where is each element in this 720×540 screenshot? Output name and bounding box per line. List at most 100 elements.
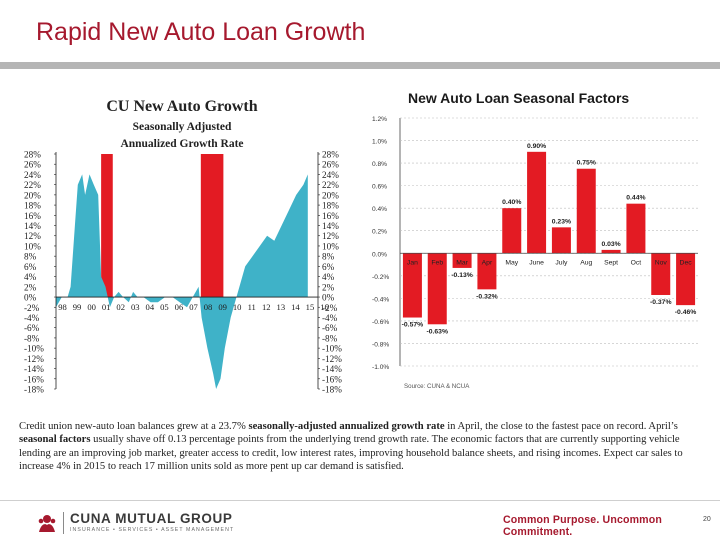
seasonal-data-label: -0.13%: [451, 272, 473, 279]
growth-area: [56, 174, 308, 389]
x-tick-label: 15: [306, 302, 315, 312]
left-y-tick-label: 6%: [24, 262, 37, 272]
right-y-tick-label: 18%: [322, 201, 339, 211]
body-bold-growth-rate: seasonally-adjusted annualized growth ra…: [248, 421, 445, 432]
seasonal-bar-dec: [676, 253, 696, 306]
x-tick-label: 10: [233, 302, 242, 312]
seasonal-x-tick-label: May: [505, 259, 518, 266]
right-y-tick-label: 4%: [322, 272, 335, 282]
x-tick-label: 07: [189, 302, 198, 312]
right-y-tick-label: 14%: [322, 221, 339, 231]
seasonal-y-tick-label: -0.6%: [372, 319, 389, 326]
seasonal-data-label: 0.03%: [601, 241, 620, 248]
right-y-tick-label: -2%: [322, 303, 338, 313]
right-y-tick-label: -18%: [322, 385, 342, 395]
seasonal-data-label: -0.57%: [402, 322, 424, 329]
page-number: 20: [703, 516, 711, 523]
right-y-tick-label: 24%: [322, 170, 339, 180]
seasonal-bar-apr: [477, 253, 497, 290]
right-y-tick-label: 10%: [322, 241, 339, 251]
seasonal-data-label: -0.32%: [476, 293, 498, 300]
left-y-tick-label: 20%: [24, 190, 41, 200]
left-y-tick-label: -8%: [24, 333, 40, 343]
seasonal-y-tick-label: 0.6%: [372, 184, 387, 191]
right-y-tick-label: -10%: [322, 344, 342, 354]
seasonal-bar-oct: [626, 203, 646, 254]
right-y-tick-label: 8%: [322, 252, 335, 262]
left-y-tick-label: 22%: [24, 180, 41, 190]
right-y-tick-label: -16%: [322, 374, 342, 384]
left-y-tick-label: 4%: [24, 272, 37, 282]
right-y-tick-label: 16%: [322, 211, 339, 221]
right-y-tick-label: 2%: [322, 282, 335, 292]
x-tick-label: 03: [131, 302, 140, 312]
seasonal-x-tick-label: June: [529, 259, 544, 266]
x-tick-label: 11: [248, 302, 256, 312]
right-y-tick-label: 26%: [322, 160, 339, 170]
logo-separator: [63, 512, 64, 534]
title-divider: [0, 62, 720, 69]
seasonal-y-tick-label: -0.8%: [372, 341, 389, 348]
seasonal-data-label: -0.46%: [675, 309, 697, 316]
seasonal-y-tick-label: -1.0%: [372, 364, 389, 371]
left-y-tick-label: 14%: [24, 221, 41, 231]
logo-text: CUNA MUTUAL GROUP INSURANCE • SERVICES •…: [70, 512, 234, 534]
logo-emblem-icon: [38, 515, 56, 532]
seasonal-x-tick-label: Jan: [407, 259, 418, 266]
x-tick-label: 00: [87, 302, 96, 312]
seasonal-data-label: 0.75%: [577, 160, 596, 167]
company-logo: CUNA MUTUAL GROUP INSURANCE • SERVICES •…: [36, 510, 234, 536]
seasonal-data-label: -0.63%: [426, 328, 448, 335]
recession-bar-2: [200, 154, 224, 298]
seasonal-y-tick-label: 0.8%: [372, 161, 387, 168]
left-y-tick-label: 10%: [24, 241, 41, 251]
right-y-tick-label: -6%: [322, 323, 338, 333]
x-tick-label: 02: [116, 302, 125, 312]
left-y-tick-label: 28%: [24, 150, 41, 160]
footer-tagline: Common Purpose. Uncommon Commitment.: [503, 514, 662, 538]
right-y-tick-label: 28%: [322, 150, 339, 160]
seasonal-factors-chart: New Auto Loan Seasonal Factors 1.2% 1.0% 0.…: [368, 88, 700, 398]
left-y-tick-label: -18%: [24, 385, 44, 395]
right-y-tick-label: 6%: [322, 262, 335, 272]
right-y-tick-label: -4%: [322, 313, 338, 323]
x-tick-label: 08: [204, 302, 213, 312]
left-y-tick-label: -10%: [24, 344, 44, 354]
seasonal-x-tick-label: Dec: [680, 259, 693, 266]
seasonal-x-tick-label: Mar: [456, 259, 468, 266]
cu-new-auto-growth-chart: CU New Auto Growth Seasonally Adjusted Ann…: [22, 90, 342, 398]
seasonal-data-label: -0.37%: [650, 299, 672, 306]
seasonal-x-tick-label: Apr: [482, 259, 493, 266]
left-chart-subtitle-2: Annualized Growth Rate: [120, 138, 243, 150]
seasonal-x-tick-label: Oct: [631, 259, 642, 266]
seasonal-y-tick-label: 1.2%: [372, 116, 387, 123]
seasonal-bar-feb: [427, 253, 447, 325]
seasonal-bar-jan: [402, 253, 422, 318]
logo-name: CUNA MUTUAL GROUP: [70, 511, 233, 526]
left-y-tick-label: -16%: [24, 374, 44, 384]
right-y-tick-label: 20%: [322, 190, 339, 200]
left-y-tick-label: -12%: [24, 354, 44, 364]
x-tick-label: 99: [73, 302, 82, 312]
right-y-tick-label: -8%: [322, 333, 338, 343]
seasonal-bar-june: [527, 151, 547, 254]
left-y-tick-label: 2%: [24, 282, 37, 292]
x-tick-label: 13: [277, 302, 286, 312]
seasonal-y-tick-label: -0.2%: [372, 274, 389, 281]
page-title: Rapid New Auto Loan Growth: [36, 18, 366, 46]
seasonal-source-note: Source: CUNA & NCUA: [404, 383, 470, 390]
left-y-tick-label: -4%: [24, 313, 40, 323]
x-tick-label: 16: [320, 302, 329, 312]
right-y-tick-label: -14%: [322, 364, 342, 374]
seasonal-x-tick-label: Feb: [431, 259, 443, 266]
seasonal-bar-mar: [452, 253, 472, 268]
x-tick-label: 09: [218, 302, 227, 312]
right-y-tick-label: 12%: [322, 231, 339, 241]
seasonal-bar-nov: [651, 253, 671, 295]
x-tick-label: 06: [175, 302, 184, 312]
body-bold-seasonal-factors: seasonal factors: [19, 434, 91, 446]
seasonal-y-tick-label: -0.4%: [372, 296, 389, 303]
left-y-tick-label: -2%: [24, 303, 40, 313]
left-y-tick-label: -6%: [24, 323, 40, 333]
seasonal-x-tick-label: Aug: [580, 259, 592, 266]
